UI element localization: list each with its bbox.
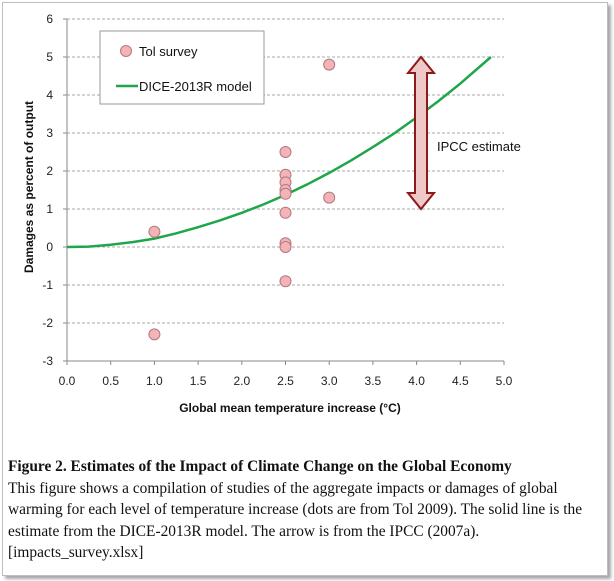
x-tick-labels: 0.0 0.5 1.0 1.5 2.0 2.5 3.0 3.5 4.0 4.5 5.0 [59, 361, 513, 388]
x-tick-label: 0.5 [102, 374, 119, 388]
x-tick-label: 5.0 [496, 374, 513, 388]
legend-label-tol-survey: Tol survey [139, 44, 198, 59]
y-axis-label: Damages as percent of output [22, 101, 36, 273]
x-tick-label: 3.5 [365, 374, 382, 388]
x-tick-label: 1.0 [146, 374, 163, 388]
y-tick-label: 4 [46, 88, 53, 102]
y-tick-label: 3 [46, 126, 53, 140]
dice-line-series [66, 56, 492, 249]
tol-survey-point [148, 328, 161, 341]
x-tick-label: 2.0 [233, 374, 250, 388]
legend-label-dice-model: DICE-2013R model [139, 79, 252, 94]
tol-survey-points [148, 58, 336, 341]
x-tick-label: 4.0 [408, 374, 425, 388]
caption-title: Figure 2. Estimates of the Impact of Cli… [8, 458, 512, 475]
ipcc-arrow-group [405, 55, 437, 211]
x-axis-label: Global mean temperature increase (°C) [179, 401, 401, 415]
tol-survey-point [279, 146, 292, 158]
y-tick-label: -1 [42, 278, 53, 292]
tol-survey-point [279, 241, 292, 253]
tol-survey-point [279, 275, 292, 288]
legend-box [99, 30, 265, 105]
y-tick-label: 5 [46, 50, 53, 64]
y-tick-label: 2 [46, 164, 53, 178]
y-tick-label: -2 [42, 316, 53, 330]
tol-survey-point [323, 58, 336, 71]
chart: 0.0 0.5 1.0 1.5 2.0 2.5 3.0 3.5 4.0 4.5 5.0 -3 -2 -1… [22, 12, 521, 415]
legend: Tol survey DICE-2013R model [99, 30, 265, 105]
ipcc-double-arrow [405, 55, 437, 211]
x-tick-label: 2.5 [277, 374, 294, 388]
y-tick-label: 1 [46, 202, 53, 216]
x-tick-label: 4.5 [452, 374, 469, 388]
legend-point-marker [120, 45, 132, 57]
y-tick-label: -3 [42, 354, 53, 368]
y-tick-labels: -3 -2 -1 0 1 2 3 4 5 6 [42, 12, 53, 368]
tol-survey-point [323, 191, 336, 204]
x-tick-label: 1.5 [190, 374, 207, 388]
x-tick-label: 3.0 [321, 374, 338, 388]
y-tick-label: 0 [46, 240, 53, 254]
tol-survey-point [279, 187, 292, 200]
dice-2013r-line [66, 56, 492, 249]
ipcc-estimate-label: IPCC estimate [437, 139, 521, 154]
tol-survey-point [148, 225, 161, 238]
y-tick-label: 6 [46, 12, 53, 26]
caption-body: This figure shows a compilation of studi… [8, 479, 583, 562]
figure-caption: Figure 2. Estimates of the Impact of Cli… [8, 456, 604, 564]
x-tick-label: 0.0 [59, 374, 76, 388]
tol-survey-point [279, 206, 292, 219]
